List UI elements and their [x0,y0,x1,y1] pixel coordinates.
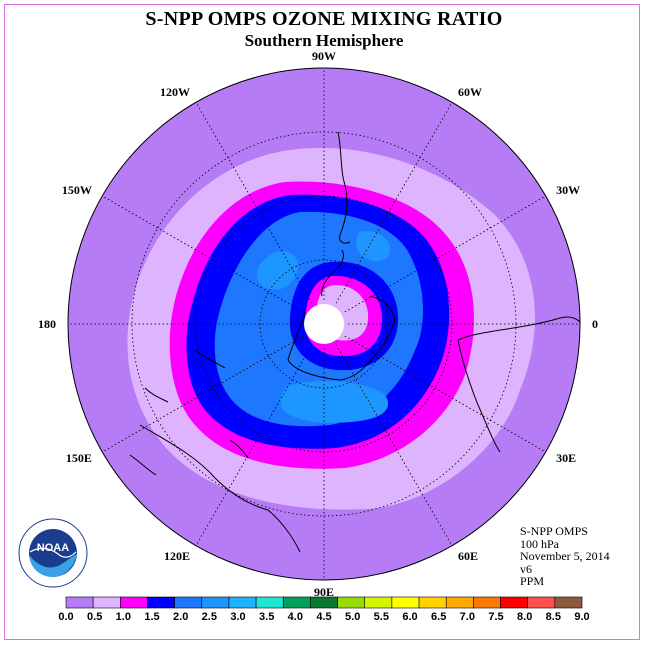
info-version: v6 [520,561,532,576]
colorbar-swatch [500,596,528,609]
colorbar-swatch [310,596,338,609]
coast-antarctica [287,295,396,381]
meridian-line [344,195,546,313]
colorbar-tick-label: 4.0 [288,611,303,623]
info-units: PPM [520,574,545,588]
colorbar-swatch [391,596,420,609]
lon-label-90w: 90W [312,49,336,63]
colorbar-tick-label: 1.0 [116,611,131,623]
meridian-line [195,344,313,546]
logo-text: NOAA [37,542,69,554]
colorbar-swatch [201,596,230,609]
coast-antarctic-peninsula [321,249,344,297]
info-date: November 5, 2014 [520,549,610,563]
colorbar-tick-label: 7.5 [488,611,503,623]
colorbar-swatch [364,596,393,609]
meridian-line [335,102,453,304]
colorbar-tick-label: 5.5 [374,611,389,623]
graticule [68,68,580,580]
colorbar-swatch [255,596,284,609]
colorbar-swatch [337,596,366,609]
colorbar-tick-label: 2.0 [173,611,188,623]
colorbar-swatch [120,596,148,609]
lon-label-180: 180 [38,317,56,331]
colorbar-swatch [228,596,257,609]
colorbar-tick-label: 0.5 [87,611,102,623]
colorbar-swatch [418,596,447,609]
colorbar-swatch [473,596,501,609]
lon-label-150e: 150E [66,451,92,465]
meridian-line [344,335,546,453]
colorbar-tick-label: 5.0 [345,611,360,623]
colorbar-tick-label: 1.5 [144,611,159,623]
lon-label-60w: 60W [458,85,482,99]
colorbar-swatch [174,596,203,609]
coastlines [129,131,581,553]
coast-south-america [337,131,351,244]
longitude-labels: 90W 60W 30W 0 30E 60E 90E 120E 150E 180 150W 120W [38,49,598,599]
meridian-line [335,344,453,546]
ozone-contours [127,147,535,510]
colorbar-swatch [527,596,556,609]
coast-new-zealand [129,387,169,476]
meridian-line [102,195,304,313]
map-title: S-NPP OMPS OZONE MIXING RATIO [145,8,503,30]
colorbar-tick-label: 8.5 [546,611,561,623]
lon-label-120e: 120E [164,549,190,563]
colorbar-swatch [282,596,311,609]
lon-label-30e: 30E [556,451,576,465]
colorbar-tick-label: 8.0 [517,611,532,623]
colorbar-swatch [147,596,175,609]
lon-label-60e: 60E [458,549,478,563]
map-subtitle: Southern Hemisphere [244,31,404,50]
colorbar-tick-label: 6.5 [431,611,446,623]
colorbar-tick-label: 3.5 [259,611,274,623]
meridian-line [195,102,313,304]
plot-info: S-NPP OMPS 100 hPa November 5, 2014 v6 P… [520,525,610,588]
colorbar-tick-label: 2.5 [202,611,217,623]
polar-data-gap [304,304,344,344]
colorbar-tick-label: 9.0 [574,611,589,623]
colorbar: 0.0 0.5 1.0 1.5 2.0 2.5 3.0 3.5 4.0 4.5 5.0 5.5 6.0 6… [58,596,590,623]
info-level: 100 hPa [520,536,559,551]
colorbar-tick-label: 7.0 [460,611,475,623]
meridian-line [102,335,304,453]
coast-islands [194,349,249,459]
globe-outline [67,67,581,581]
colorbar-tick-label: 6.0 [402,611,417,623]
lon-label-150w: 150W [62,183,92,197]
noaa-logo: NOAA [18,518,88,588]
colorbar-swatch [92,596,121,609]
colorbar-tick-label: 4.5 [316,611,331,623]
coast-australia [139,424,301,553]
ozone-patch-2.5-3.0-a [280,381,389,423]
info-instrument: S-NPP OMPS [520,524,588,538]
lon-label-30w: 30W [556,183,580,197]
coast-africa [457,316,581,453]
colorbar-tick-label: 3.0 [230,611,245,623]
colorbar-swatch [554,596,583,609]
lon-label-90e: 90E [314,585,334,599]
colorbar-tick-label: 0.0 [58,611,73,623]
map-frame [4,4,640,640]
lon-label-120w: 120W [160,85,190,99]
colorbar-swatch [65,596,94,609]
colorbar-swatch [445,596,474,609]
lon-label-0: 0 [592,317,598,331]
